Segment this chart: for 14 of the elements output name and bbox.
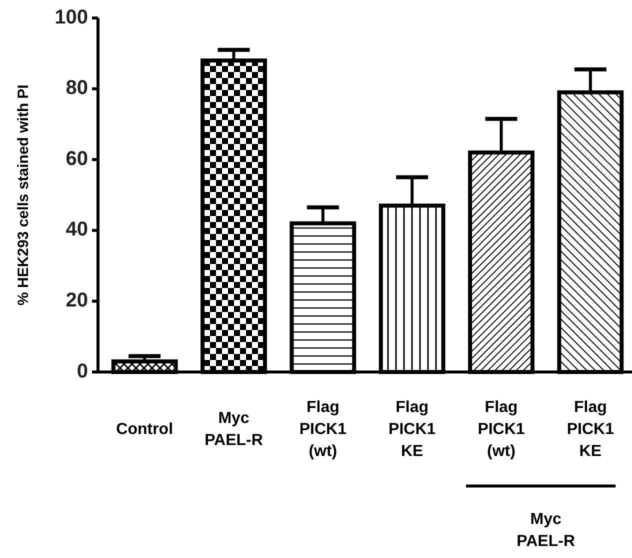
y-tick-label: 60 xyxy=(66,148,88,170)
y-tick-label: 20 xyxy=(66,289,88,312)
x-tick-label: Flag PICK1 (wt) xyxy=(478,399,525,460)
x-tick-label: Flag PICK1 KE xyxy=(566,399,614,460)
x-tick-label: Flag PICK1 (wt) xyxy=(299,399,347,460)
text: Myc PAEL-R xyxy=(516,511,576,550)
x-tick-label: Myc PAEL-R xyxy=(204,410,264,450)
y-tick-label: 100 xyxy=(54,6,88,28)
x-tick-label: Flag PICK1 KE xyxy=(388,399,436,460)
y-tick-label: 0 xyxy=(76,360,88,382)
y-axis-title: % HEK293 cells stained with PI xyxy=(14,84,32,306)
y-tick-label: 80 xyxy=(66,77,88,100)
x-tick-label: Control xyxy=(116,421,174,438)
y-tick-label: 40 xyxy=(66,218,88,241)
